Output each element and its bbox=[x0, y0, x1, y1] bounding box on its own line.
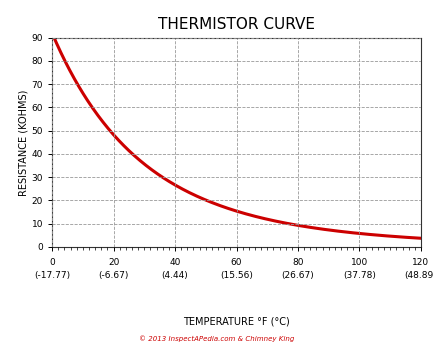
Y-axis label: RESISTANCE (KOHMS): RESISTANCE (KOHMS) bbox=[19, 89, 29, 196]
Text: (26.67): (26.67) bbox=[282, 271, 314, 280]
Text: 120: 120 bbox=[412, 258, 430, 267]
Text: 80: 80 bbox=[292, 258, 304, 267]
Text: (-6.67): (-6.67) bbox=[99, 271, 129, 280]
Text: 60: 60 bbox=[231, 258, 242, 267]
Text: 20: 20 bbox=[108, 258, 119, 267]
Text: 0: 0 bbox=[49, 258, 55, 267]
Text: (-17.77): (-17.77) bbox=[34, 271, 70, 280]
Text: (4.44): (4.44) bbox=[162, 271, 188, 280]
Text: 40: 40 bbox=[169, 258, 181, 267]
Text: © 2013 InspectAPedia.com & Chimney King: © 2013 InspectAPedia.com & Chimney King bbox=[139, 335, 295, 342]
Text: (37.78): (37.78) bbox=[343, 271, 376, 280]
Text: TEMPERATURE °F (°C): TEMPERATURE °F (°C) bbox=[183, 316, 290, 326]
Text: (15.56): (15.56) bbox=[220, 271, 253, 280]
Text: (48.89): (48.89) bbox=[404, 271, 434, 280]
Text: 100: 100 bbox=[351, 258, 368, 267]
Title: THERMISTOR CURVE: THERMISTOR CURVE bbox=[158, 17, 315, 32]
